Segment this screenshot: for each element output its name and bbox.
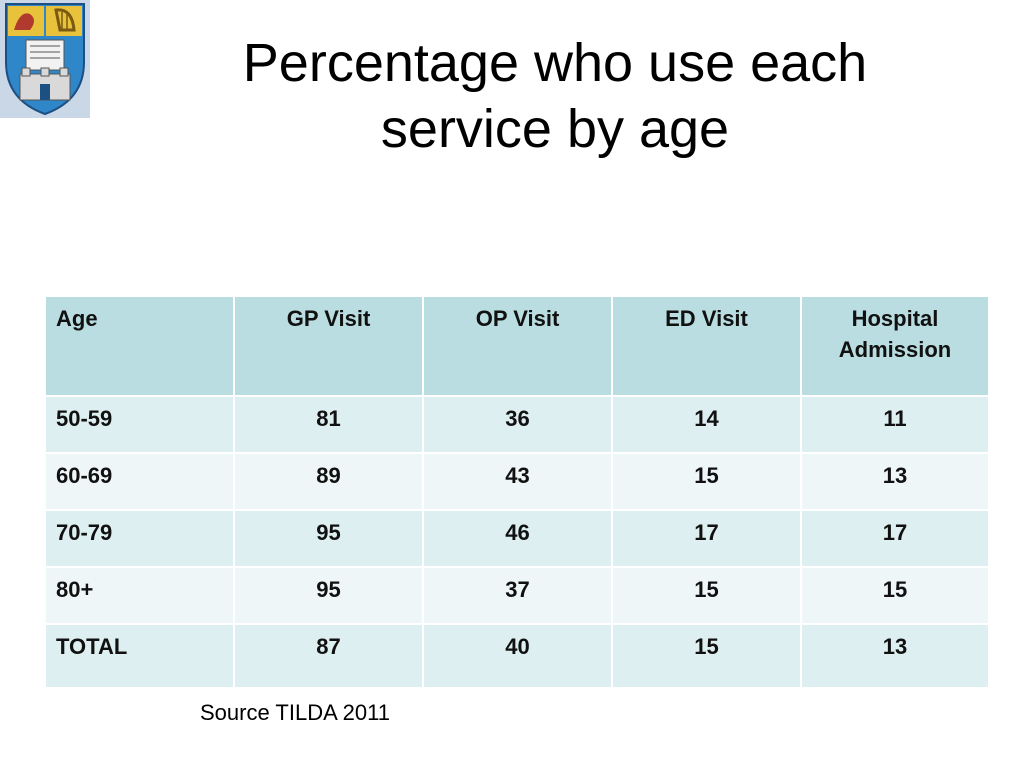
table-cell: 40: [422, 623, 613, 689]
column-header-gp-visit: GP Visit: [233, 295, 424, 397]
table-cell: 11: [800, 395, 990, 454]
table-row: 60-69 89 43 15 13: [44, 452, 990, 511]
table-cell-age: 60-69: [44, 452, 235, 511]
table-cell: 95: [233, 566, 424, 625]
column-header-op-visit: OP Visit: [422, 295, 613, 397]
table-cell: 15: [611, 623, 802, 689]
table-cell-age: 70-79: [44, 509, 235, 568]
table-header-row: Age GP Visit OP Visit ED Visit Hospital …: [44, 295, 990, 397]
table-cell: 13: [800, 623, 990, 689]
table-cell: 14: [611, 395, 802, 454]
table-cell: 15: [611, 452, 802, 511]
table-row: 80+ 95 37 15 15: [44, 566, 990, 625]
table-row-total: TOTAL 87 40 15 13: [44, 623, 990, 689]
table-cell: 37: [422, 566, 613, 625]
column-header-ed-visit: ED Visit: [611, 295, 802, 397]
table-cell: 15: [611, 566, 802, 625]
service-usage-table: Age GP Visit OP Visit ED Visit Hospital …: [44, 295, 990, 689]
table-cell: 43: [422, 452, 613, 511]
college-crest-icon: [0, 0, 90, 118]
table-row: 70-79 95 46 17 17: [44, 509, 990, 568]
column-header-hospital-admission: Hospital Admission: [800, 295, 990, 397]
table-cell-age: 50-59: [44, 395, 235, 454]
column-header-age: Age: [44, 295, 235, 397]
table-cell: 36: [422, 395, 613, 454]
table-cell: 89: [233, 452, 424, 511]
page-title: Percentage who use each service by age: [242, 33, 868, 159]
table-cell: 81: [233, 395, 424, 454]
table-cell: 15: [800, 566, 990, 625]
table-cell: 95: [233, 509, 424, 568]
table-cell: 17: [800, 509, 990, 568]
table-row: 50-59 81 36 14 11: [44, 395, 990, 454]
table-cell-age: TOTAL: [44, 623, 235, 689]
table-cell: 17: [611, 509, 802, 568]
table-cell: 46: [422, 509, 613, 568]
table-cell: 87: [233, 623, 424, 689]
table-cell: 13: [800, 452, 990, 511]
table-cell-age: 80+: [44, 566, 235, 625]
source-note: Source TILDA 2011: [200, 700, 390, 725]
